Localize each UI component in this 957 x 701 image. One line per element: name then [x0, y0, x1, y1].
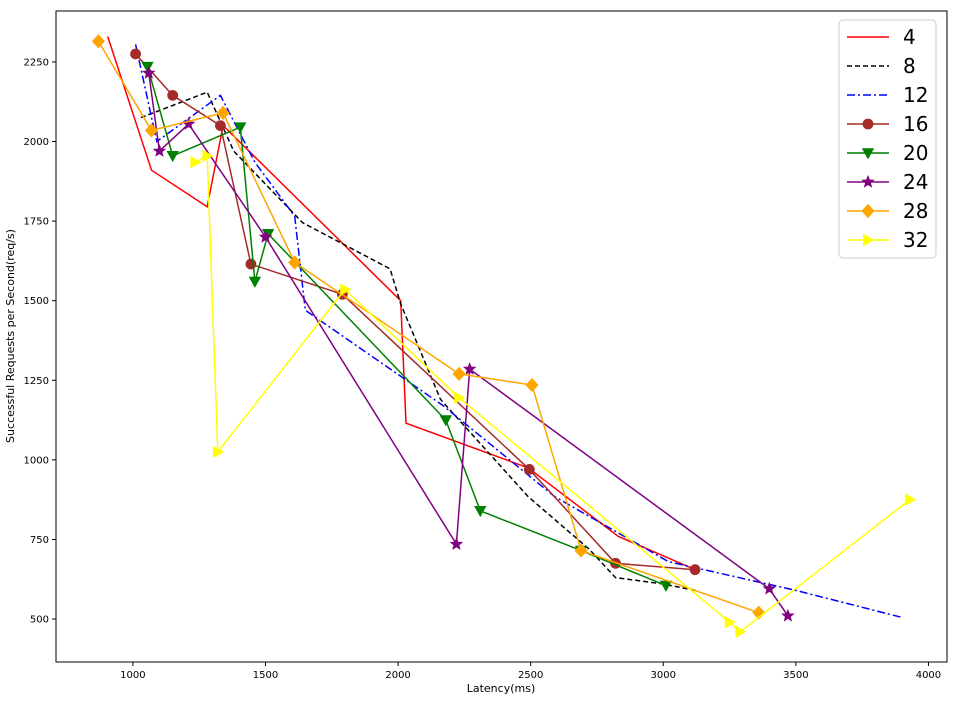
legend-label: 4 [903, 25, 916, 49]
y-tick-label: 1000 [24, 455, 49, 466]
series-8 [140, 91, 696, 592]
data-point-28 [288, 255, 302, 270]
data-point-32 [340, 283, 352, 296]
data-point-24 [142, 65, 156, 79]
legend: 4 8 12 16 20 24 28 32 [838, 19, 937, 259]
legend-items: 4 8 12 16 20 24 28 32 [847, 25, 928, 252]
series-20 [141, 61, 673, 592]
series-line-12 [134, 44, 903, 619]
x-axis-label: Latency(ms) [467, 682, 536, 695]
legend-marker [863, 233, 875, 247]
x-tick-label: 3000 [651, 670, 676, 681]
x-tick-label: 1500 [253, 670, 278, 681]
data-point-24 [781, 608, 795, 622]
legend-label: 20 [903, 141, 928, 165]
legend-label: 24 [903, 170, 928, 194]
data-point-20 [234, 122, 247, 134]
data-point-24 [258, 229, 273, 243]
data-point-32 [905, 493, 917, 506]
x-tick-label: 3500 [783, 670, 808, 681]
series-32 [190, 149, 917, 638]
data-point-24 [762, 581, 777, 595]
data-point-28 [574, 543, 588, 558]
y-tick-label: 1750 [24, 217, 49, 228]
series-12 [134, 44, 903, 619]
y-tick-label: 2250 [24, 57, 49, 68]
legend-marker [862, 118, 874, 130]
legend-item-28: 28 [847, 199, 928, 223]
data-point-20 [141, 61, 154, 74]
legend-item-16: 16 [847, 112, 928, 136]
data-point-24 [449, 537, 464, 550]
series-4 [106, 36, 696, 571]
data-point-24 [152, 143, 167, 157]
x-tick-label: 2000 [385, 670, 410, 681]
legend-label: 16 [903, 112, 928, 136]
series-24 [142, 65, 795, 622]
data-point-16 [523, 464, 535, 475]
data-point-32 [454, 391, 466, 404]
data-point-28 [452, 366, 466, 381]
data-point-16 [130, 48, 141, 60]
data-point-16 [167, 89, 179, 101]
y-tick-label: 1500 [24, 296, 49, 307]
legend-label: 8 [903, 54, 916, 78]
y-axis-ticks: 500 750 1000 1250 1500 1750 2000 2250 [24, 57, 56, 626]
series-line-8 [140, 91, 696, 592]
x-tick-label: 2500 [518, 670, 543, 681]
y-axis-label: Successful Requests per Second(req/s) [4, 229, 17, 443]
data-point-16 [689, 564, 701, 576]
legend-item-32: 32 [847, 228, 928, 252]
data-point-20 [474, 505, 487, 518]
data-point-28 [144, 123, 159, 138]
legend-label: 12 [903, 83, 928, 107]
legend-item-4: 4 [847, 25, 916, 49]
y-tick-label: 500 [30, 615, 49, 626]
plot-area [55, 10, 948, 663]
data-point-32 [724, 616, 736, 629]
series-line-16 [135, 53, 696, 571]
legend-marker [861, 203, 875, 219]
x-axis-ticks: 1000 1500 2000 2500 3000 3500 4000 [120, 662, 941, 681]
data-point-32 [202, 149, 214, 163]
data-point-20 [659, 580, 673, 592]
y-tick-label: 750 [30, 535, 49, 546]
legend-label: 32 [903, 228, 928, 252]
data-point-16 [245, 258, 257, 270]
data-point-28 [525, 377, 539, 393]
data-point-20 [439, 415, 452, 427]
data-point-32 [212, 445, 225, 459]
data-point-32 [735, 625, 747, 638]
y-tick-label: 2000 [24, 137, 49, 148]
legend-box [838, 19, 937, 259]
data-point-20 [248, 276, 262, 288]
data-point-24 [462, 362, 477, 375]
x-tick-label: 1000 [120, 670, 145, 681]
legend-item-8: 8 [847, 54, 916, 78]
series-line-24 [148, 72, 789, 617]
legend-marker [861, 174, 875, 188]
legend-item-24: 24 [847, 170, 928, 194]
series-line-4 [106, 36, 696, 571]
series-28 [91, 34, 766, 620]
data-point-16 [215, 120, 226, 132]
legend-item-20: 20 [847, 141, 928, 165]
y-tick-label: 1250 [24, 376, 49, 387]
series-line-28 [97, 40, 759, 614]
data-point-20 [166, 151, 179, 163]
x-tick-label: 4000 [916, 670, 941, 681]
data-point-32 [190, 156, 202, 169]
data-point-28 [216, 105, 230, 120]
legend-item-12: 12 [847, 83, 928, 107]
data-point-28 [91, 34, 105, 49]
legend-label: 28 [903, 199, 928, 223]
legend-marker [861, 148, 875, 160]
series-layer [91, 34, 917, 638]
